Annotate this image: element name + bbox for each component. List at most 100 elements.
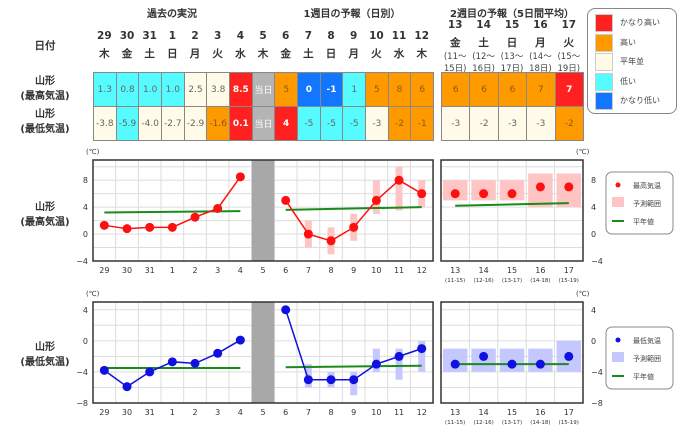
x-tick-label: 31: [145, 266, 155, 275]
row-label-element: (最低気温): [20, 124, 70, 135]
x-tick-label: 5: [260, 408, 265, 417]
x-tick-label: 4: [238, 408, 243, 417]
y-tick-label: 0: [591, 230, 596, 239]
table-cell: 1.0: [138, 72, 162, 107]
table-cell: -3: [497, 106, 528, 141]
x-tick-label: 9: [351, 408, 356, 417]
weekday: 木: [99, 48, 110, 60]
data-point: [213, 203, 223, 213]
table-cell: 2.5: [183, 72, 208, 107]
weekday: 土: [478, 37, 489, 49]
table-cell: -2.9: [183, 106, 208, 141]
today-column: [251, 160, 275, 261]
data-point: [303, 229, 313, 239]
table-cell: 0: [297, 72, 321, 107]
date-number: 12: [414, 30, 430, 42]
plot-frame-week2: [440, 301, 584, 404]
x-tick-label: 2: [192, 266, 197, 275]
data-point-week2: [535, 182, 545, 192]
table-cell: 4: [274, 106, 299, 141]
weekday: 水: [393, 48, 405, 60]
data-point: [213, 348, 223, 358]
date-number: 17: [561, 19, 577, 31]
date-number: 9: [350, 30, 358, 42]
x-tick-label: 1: [170, 266, 175, 275]
period-end: 16日): [472, 64, 495, 74]
date-number: 1: [168, 30, 176, 42]
period-start: (15～: [557, 52, 581, 62]
weekday: 火: [563, 37, 575, 49]
x-tick-sublabel: (11-15): [445, 420, 465, 426]
table-cell: -1: [410, 106, 435, 141]
period-end: 15日): [443, 64, 467, 74]
table-cell: 0.8: [115, 72, 140, 107]
legend-swatch: [595, 33, 613, 52]
plot-frame-week2: [440, 159, 584, 262]
weekday: 金: [449, 37, 461, 49]
y-tick-label: 8: [591, 176, 596, 185]
data-point: [190, 358, 200, 368]
weekday: 金: [121, 48, 133, 60]
table-cell: 1.3: [93, 72, 117, 107]
date-number: 13: [447, 19, 463, 31]
date-number: 5: [259, 30, 267, 42]
data-point: [235, 335, 245, 345]
x-tick-sublabel: (15-19): [559, 278, 579, 284]
x-tick-label: 8: [328, 266, 333, 275]
y-tick-label: −4: [76, 368, 88, 377]
table-cell: 5: [274, 72, 299, 107]
period-start: (13～: [500, 52, 524, 62]
table-cell: 当日: [251, 72, 276, 107]
data-point: [281, 195, 291, 205]
table-cell: 1: [342, 72, 367, 107]
date-label: 日付: [34, 40, 56, 52]
section-past-title: 過去の実況: [147, 9, 197, 20]
legend-point-icon: [615, 182, 621, 188]
x-tick-label: 15: [507, 266, 517, 275]
data-point: [167, 357, 177, 367]
data-point: [417, 344, 427, 354]
x-tick-label: 6: [283, 408, 288, 417]
section-week2-title: 2週目の予報（5日間平均）: [450, 9, 574, 20]
x-tick-label: 1: [170, 408, 175, 417]
table-cell: 5: [365, 72, 389, 107]
date-number: 6: [282, 30, 290, 42]
x-tick-label: 13: [450, 408, 460, 417]
forecast-range-bar: [395, 348, 403, 380]
today-column: [251, 302, 275, 403]
data-point-week2: [507, 359, 517, 369]
table-cell: 6: [469, 72, 499, 107]
y-tick-label: 4: [83, 306, 88, 315]
table-cell: 7: [526, 72, 556, 107]
legend-label: 高い: [620, 37, 636, 47]
date-number: 4: [236, 30, 244, 42]
legend-range-icon: [612, 352, 624, 362]
x-tick-label: 17: [564, 408, 574, 417]
x-tick-label: 8: [328, 408, 333, 417]
data-point: [145, 222, 155, 232]
data-point: [417, 189, 427, 199]
x-tick-label: 2: [192, 408, 197, 417]
x-tick-label: 7: [306, 408, 311, 417]
legend-swatch: [595, 53, 613, 71]
chart-label-station: 山形: [35, 342, 55, 353]
weekday: 日: [506, 37, 518, 49]
date-number: 8: [327, 30, 335, 42]
y-tick-label: 4: [83, 203, 88, 212]
plot-frame: [92, 301, 434, 404]
x-tick-label: 3: [215, 408, 220, 417]
x-tick-sublabel: (15-19): [559, 420, 579, 426]
x-tick-label: 15: [507, 408, 517, 417]
period-start: (14～: [529, 52, 552, 62]
category-legend: かなり高い 高い 平年並 低い かなり低い: [587, 8, 677, 114]
x-tick-sublabel: (14-18): [530, 278, 550, 284]
data-point-week2: [479, 189, 489, 199]
table-cell: 0.1: [229, 106, 253, 141]
y-tick-label: −4: [76, 257, 88, 266]
x-tick-label: 12: [417, 408, 427, 417]
data-point: [167, 222, 177, 232]
plot-frame: [92, 159, 434, 262]
x-tick-sublabel: (14-18): [530, 420, 550, 426]
chart-legend: [605, 171, 674, 235]
table-cell: -5: [342, 106, 367, 141]
